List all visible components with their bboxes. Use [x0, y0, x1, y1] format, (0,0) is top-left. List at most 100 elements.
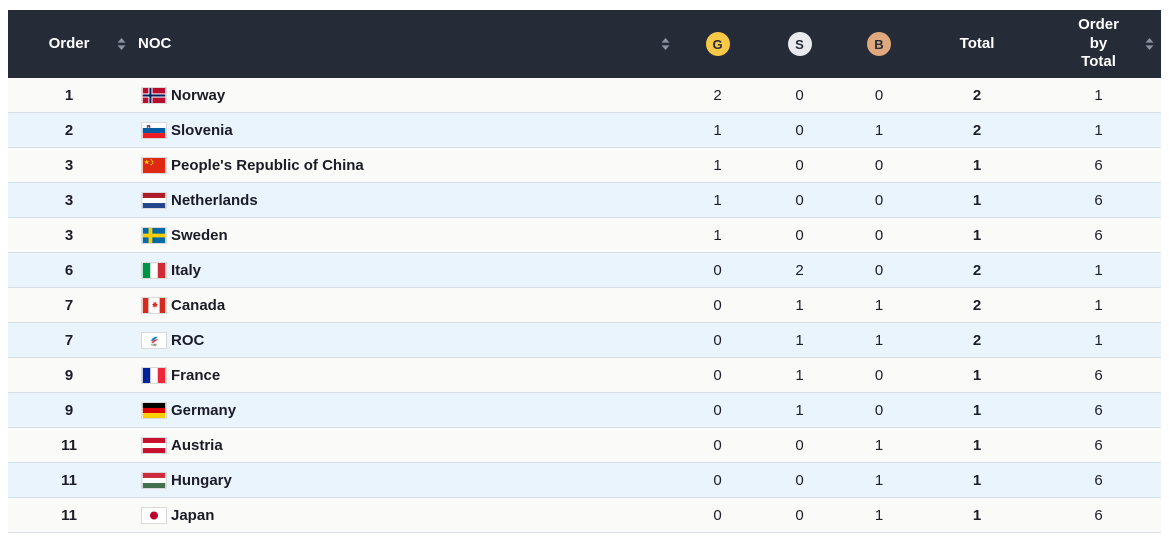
silver-count: 0	[759, 217, 840, 253]
order-cell: 6	[8, 252, 130, 288]
bronze-count: 1	[840, 112, 918, 148]
noc-name: Austria	[171, 436, 223, 454]
order-cell: 3	[8, 182, 130, 218]
noc-cell: France	[130, 357, 676, 393]
gold-count: 0	[676, 462, 759, 498]
gold-count: 0	[676, 252, 759, 288]
order-by-total-cell: 1	[1036, 78, 1161, 113]
table-row: 11 Austria 0 0 1 1 6	[8, 427, 1161, 463]
order-by-total-cell: 6	[1036, 357, 1161, 393]
noc-cell: Austria	[130, 427, 676, 463]
germany-flag-icon	[141, 401, 167, 419]
order-by-total-cell: 6	[1036, 462, 1161, 498]
japan-flag-icon	[141, 506, 167, 524]
gold-count: 0	[676, 287, 759, 323]
total-count: 2	[918, 78, 1036, 113]
table-row: 9 Germany 0 1 0 1 6	[8, 392, 1161, 428]
silver-count: 0	[759, 497, 840, 533]
gold-count: 0	[676, 322, 759, 358]
order-by-total-cell: 1	[1036, 322, 1161, 358]
bronze-count: 1	[840, 427, 918, 463]
silver-count: 1	[759, 322, 840, 358]
total-count: 1	[918, 497, 1036, 533]
norway-flag-icon	[141, 86, 167, 104]
order-cell: 3	[8, 147, 130, 183]
noc-cell: Canada	[130, 287, 676, 323]
noc-name: Hungary	[171, 471, 232, 489]
noc-name: Sweden	[171, 226, 228, 244]
bronze-count: 1	[840, 497, 918, 533]
silver-count: 1	[759, 287, 840, 323]
gold-count: 1	[676, 182, 759, 218]
gold-count: 1	[676, 147, 759, 183]
column-header-order-by-total[interactable]: Order by Total	[1036, 10, 1161, 78]
order-by-total-cell: 6	[1036, 182, 1161, 218]
order-by-total-cell: 1	[1036, 252, 1161, 288]
noc-cell: Italy	[130, 252, 676, 288]
table-row: 11 Japan 0 0 1 1 6	[8, 497, 1161, 533]
order-by-total-cell: 6	[1036, 427, 1161, 463]
order-cell: 9	[8, 357, 130, 393]
silver-count: 1	[759, 392, 840, 428]
netherlands-flag-icon	[141, 191, 167, 209]
order-by-total-cell: 6	[1036, 497, 1161, 533]
slovenia-flag-icon	[141, 121, 167, 139]
noc-name: Norway	[171, 86, 226, 104]
medal-table: Order NOC G	[8, 10, 1161, 533]
noc-name: ROC	[171, 331, 205, 349]
silver-count: 2	[759, 252, 840, 288]
silver-medal-letter: S	[795, 36, 804, 52]
gold-medal-letter: G	[712, 36, 723, 52]
total-count: 1	[918, 427, 1036, 463]
table-row: 6 Italy 0 2 0 2 1	[8, 252, 1161, 288]
order-by-total-cell: 1	[1036, 112, 1161, 148]
order-cell: 11	[8, 427, 130, 463]
noc-name: People's Republic of China	[171, 156, 364, 174]
total-count: 2	[918, 112, 1036, 148]
bronze-count: 0	[840, 78, 918, 113]
total-count: 1	[918, 462, 1036, 498]
table-row: 9 France 0 1 0 1 6	[8, 357, 1161, 393]
noc-name: Netherlands	[171, 191, 258, 209]
gold-count: 0	[676, 392, 759, 428]
noc-cell: ROC	[130, 322, 676, 358]
gold-count: 1	[676, 112, 759, 148]
austria-flag-icon	[141, 436, 167, 454]
silver-count: 0	[759, 112, 840, 148]
gold-count: 0	[676, 497, 759, 533]
roc-flag-icon	[141, 331, 167, 349]
order-cell: 1	[8, 78, 130, 113]
bronze-medal-icon: B	[867, 32, 891, 56]
silver-count: 0	[759, 462, 840, 498]
bronze-count: 1	[840, 287, 918, 323]
noc-name: Canada	[171, 296, 226, 314]
silver-count: 1	[759, 357, 840, 393]
column-header-bronze: B	[840, 10, 918, 78]
column-header-noc[interactable]: NOC	[130, 10, 676, 78]
total-count: 1	[918, 147, 1036, 183]
table-row: 1 Norway 2 0 0 2 1	[8, 78, 1161, 113]
noc-name: Japan	[171, 506, 215, 524]
silver-count: 0	[759, 78, 840, 113]
bronze-count: 0	[840, 147, 918, 183]
order-by-total-cell: 1	[1036, 287, 1161, 323]
bronze-count: 0	[840, 357, 918, 393]
order-cell: 2	[8, 112, 130, 148]
noc-header-label: NOC	[138, 35, 172, 52]
silver-count: 0	[759, 147, 840, 183]
table-header-row: Order NOC G	[8, 10, 1161, 78]
sweden-flag-icon	[141, 226, 167, 244]
order-cell: 9	[8, 392, 130, 428]
table-row: 3 Sweden 1 0 0 1 6	[8, 217, 1161, 253]
column-header-order[interactable]: Order	[8, 10, 130, 78]
bronze-count: 0	[840, 252, 918, 288]
sort-icon	[661, 38, 670, 50]
noc-name: Germany	[171, 401, 237, 419]
gold-count: 1	[676, 217, 759, 253]
total-count: 1	[918, 357, 1036, 393]
noc-name: Slovenia	[171, 121, 233, 139]
gold-count: 0	[676, 427, 759, 463]
total-count: 2	[918, 287, 1036, 323]
france-flag-icon	[141, 366, 167, 384]
